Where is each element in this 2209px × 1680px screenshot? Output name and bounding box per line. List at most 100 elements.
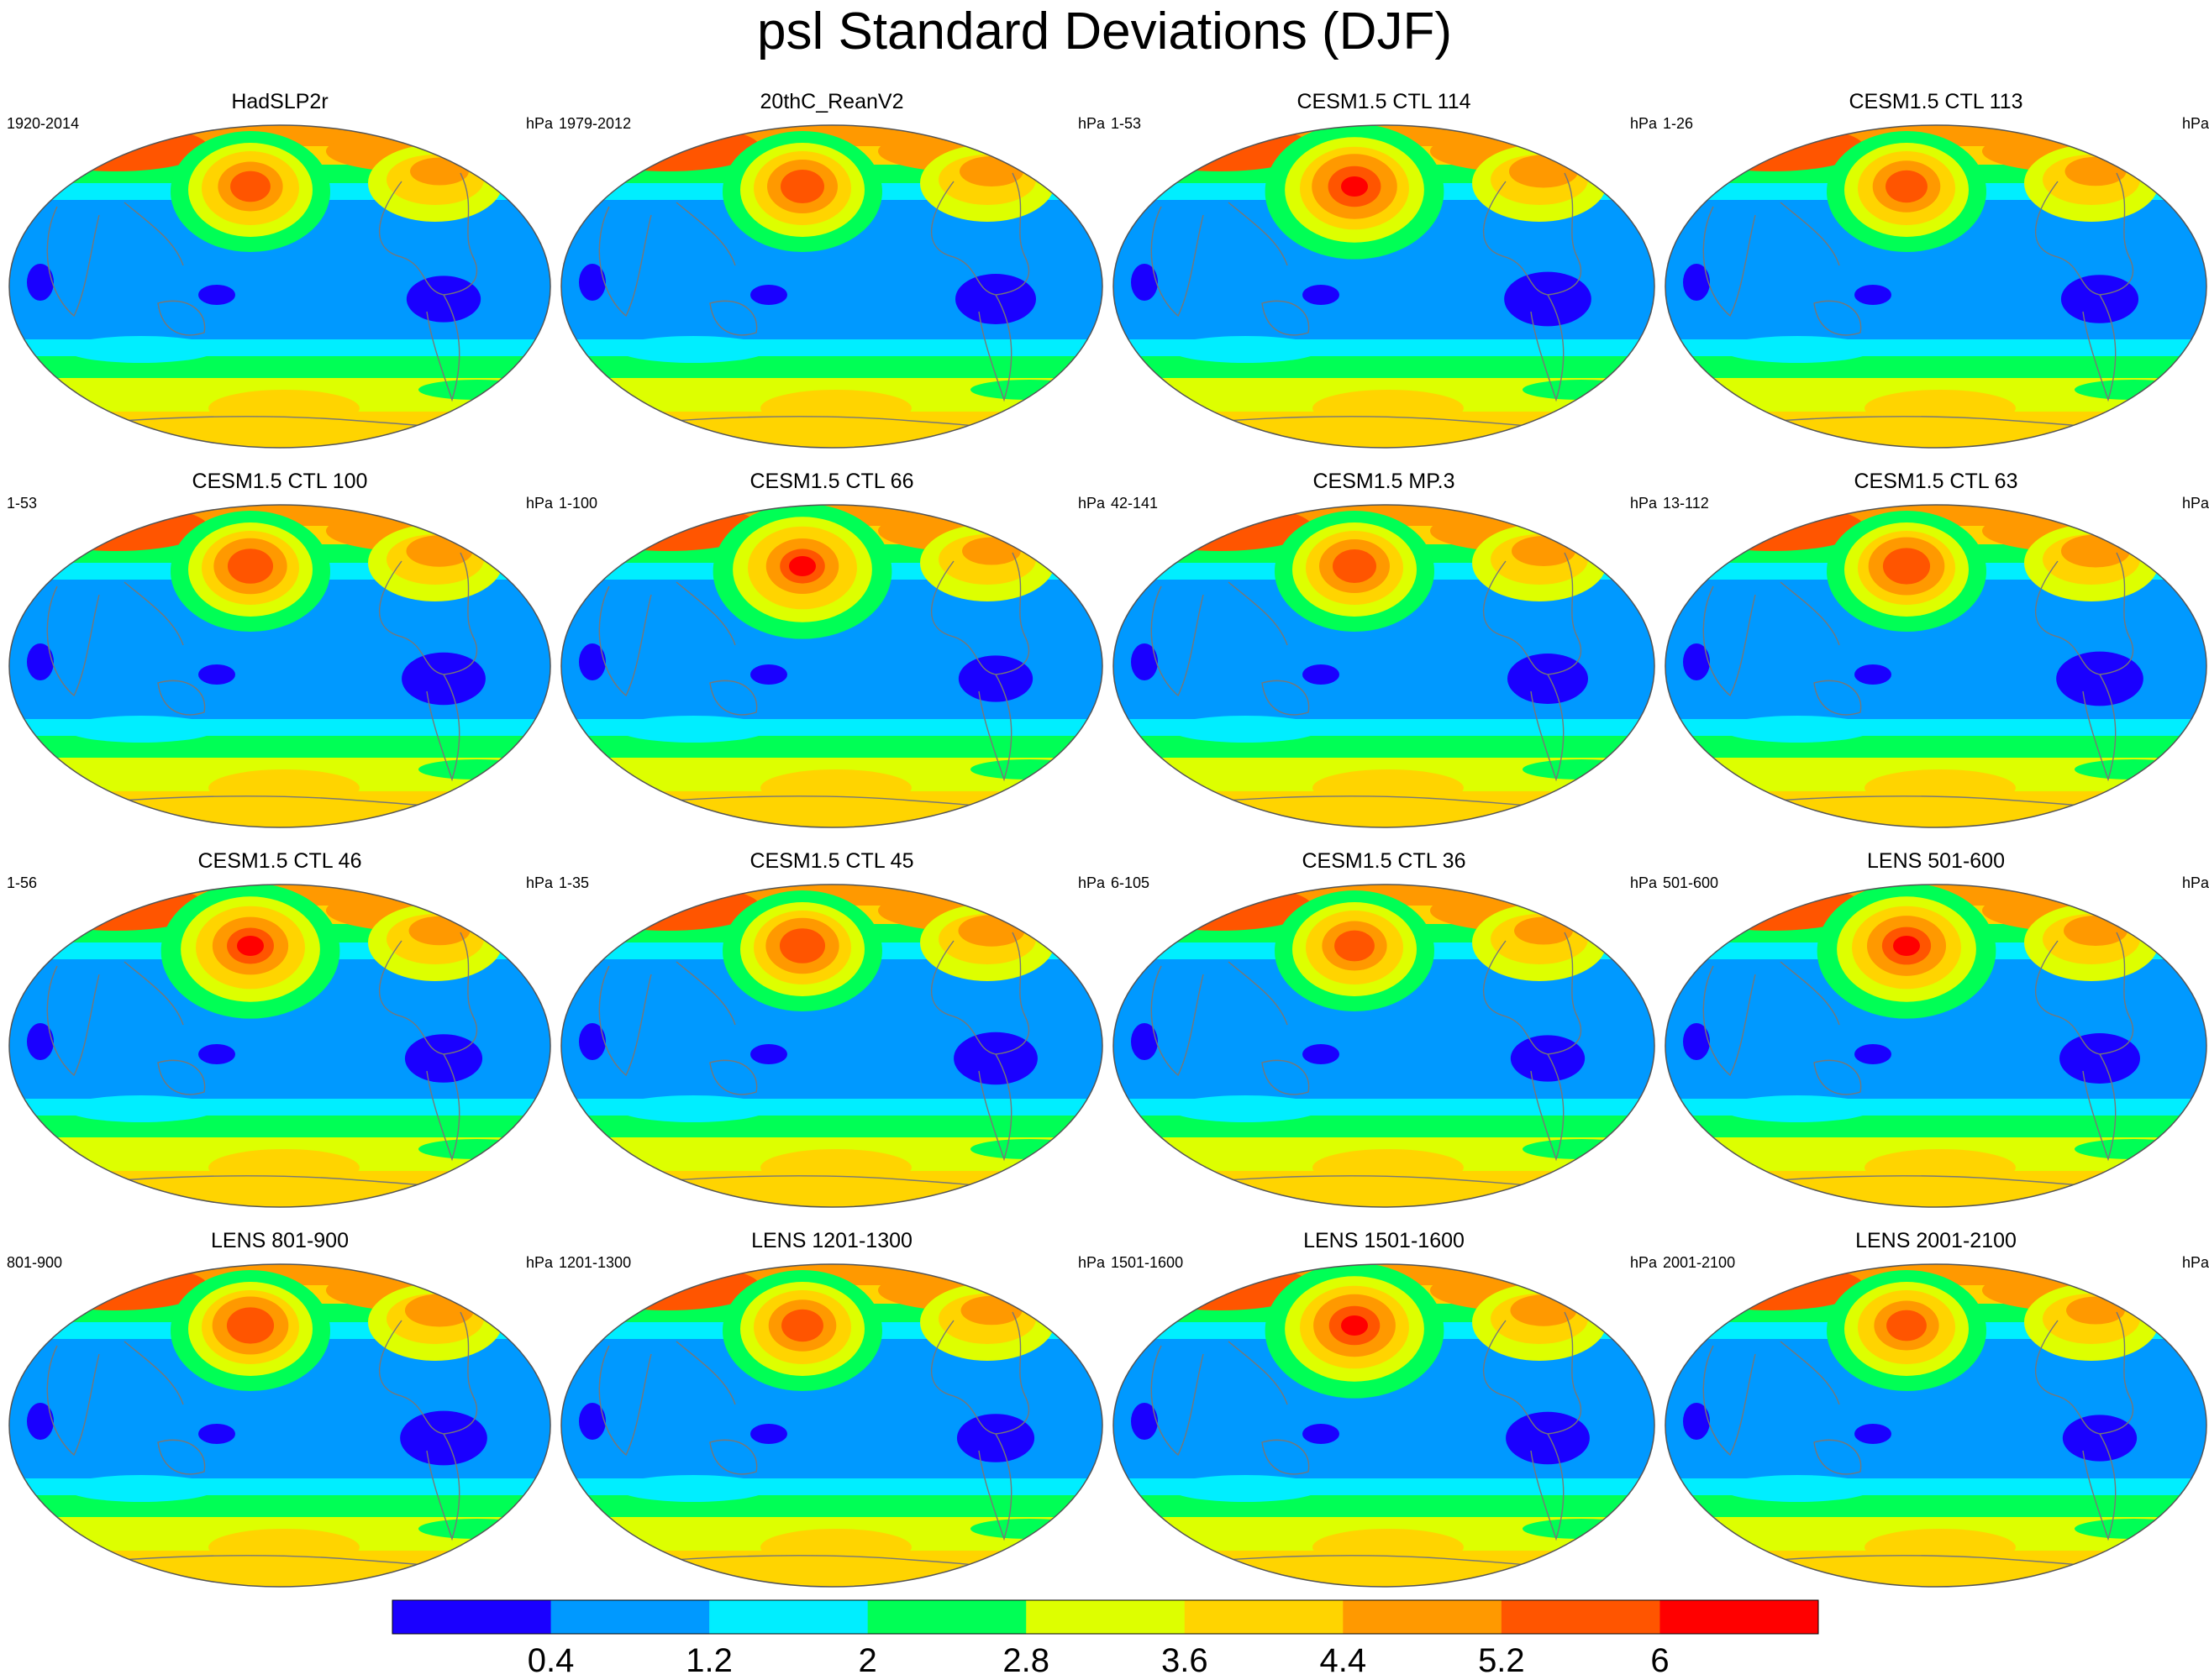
tropical-low-spot: [198, 285, 235, 305]
map-border: [1665, 504, 2207, 828]
panel-period-label: 1-35: [559, 874, 590, 891]
panel-title: LENS 501-600: [1866, 849, 2005, 873]
asia-coast-outline: [124, 581, 184, 646]
natlantic-core: [2064, 916, 2127, 946]
map-border: [8, 124, 551, 449]
southern-indian-band: [66, 336, 217, 363]
southern-indian-max: [1688, 761, 1822, 785]
americas-outline: [379, 172, 478, 296]
asia-coast-outline: [124, 1341, 184, 1405]
americas-outline: [931, 932, 1030, 1055]
colorbar-segment: [1659, 1600, 1819, 1634]
australia-outline: [709, 1059, 758, 1095]
americas-outline: [2035, 932, 2134, 1055]
southern-indian-band: [1170, 336, 1321, 363]
map-panel: LENS 1501-1600 1501-1600 hPa: [1111, 1228, 1657, 1589]
southern-indian-band: [66, 716, 217, 743]
southern-indian-band: [66, 1095, 217, 1122]
tropical-low-spot: [1854, 285, 1891, 305]
panel-units-label: hPa: [525, 115, 553, 132]
panel-period-label: 801-900: [7, 1254, 63, 1271]
map-border: [1112, 884, 1655, 1208]
band-south-mid: [1665, 356, 2206, 378]
africa-outline: [1150, 206, 1204, 318]
map-projection: [560, 1263, 1103, 1588]
africa-low: [1131, 1023, 1158, 1060]
americas-outline: [1483, 552, 1582, 675]
south-america-outline: [2082, 1053, 2117, 1162]
south-america-outline: [978, 294, 1012, 402]
americas-outline: [931, 1311, 1030, 1435]
americas-outline: [379, 932, 478, 1055]
southern-indian-max: [1136, 381, 1270, 405]
asia-coast-outline: [676, 202, 736, 266]
africa-low: [579, 643, 606, 680]
southern-indian-band: [618, 336, 769, 363]
map-border: [1665, 124, 2207, 449]
map-projection: [1665, 884, 2207, 1208]
colorbar-border: [392, 1599, 1819, 1635]
africa-low: [1683, 1023, 1710, 1060]
africa-low: [1131, 1403, 1158, 1440]
south-america-outline: [978, 1433, 1012, 1541]
south-america-outline: [1530, 1433, 1565, 1541]
band-south-mid: [1665, 1116, 2206, 1137]
colorbar-segment: [1184, 1600, 1344, 1634]
panel-units-label: hPa: [2181, 874, 2209, 891]
band-south-mid: [9, 736, 550, 758]
africa-low: [1683, 643, 1710, 680]
asia-coast-outline: [1228, 202, 1288, 266]
south-america-outline: [426, 1053, 460, 1162]
south-pacific-max: [208, 1529, 360, 1566]
australia-outline: [1261, 1059, 1310, 1095]
southern-indian-max: [1136, 1141, 1270, 1164]
panel-period-label: 42-141: [1111, 495, 1159, 512]
natlantic-core: [1508, 155, 1579, 188]
australia-outline: [157, 1059, 206, 1095]
colorbar-segment: [867, 1600, 1027, 1634]
map-border: [1112, 124, 1655, 449]
map-border: [8, 1263, 551, 1588]
panel-title: 20thC_ReanV2: [760, 90, 904, 113]
south-pacific-max: [208, 1149, 360, 1186]
asia-coast-outline: [1780, 1341, 1840, 1405]
colorbar-segment: [392, 1600, 552, 1634]
southern-indian-max: [584, 1520, 718, 1544]
natlantic-core: [2064, 156, 2127, 186]
australia-outline: [709, 300, 758, 336]
panel-period-label: 1-56: [7, 874, 38, 891]
map-panel: LENS 2001-2100 2001-2100 hPa: [1663, 1228, 2209, 1589]
americas-outline: [379, 552, 478, 675]
map-projection: [560, 884, 1103, 1208]
band-south-mid: [1113, 1495, 1654, 1517]
panel-units-label: hPa: [1077, 874, 1105, 891]
panel-units-label: hPa: [1629, 115, 1657, 132]
natlantic-core: [962, 537, 1021, 565]
panel-title: CESM1.5 CTL 45: [749, 849, 914, 873]
south-america-low: [2056, 651, 2143, 706]
south-america-low: [1510, 1035, 1586, 1082]
australia-outline: [1813, 300, 1862, 336]
map-border: [8, 504, 551, 828]
southern-indian-max: [1688, 1141, 1822, 1164]
south-america-outline: [426, 674, 460, 782]
npacific-core: [1886, 1310, 1927, 1341]
panel-period-label: 6-105: [1111, 874, 1150, 891]
asia-coast-outline: [1228, 581, 1288, 646]
southern-indian-band: [618, 716, 769, 743]
southern-indian-band: [1170, 716, 1321, 743]
south-pacific-max: [760, 1149, 912, 1186]
npacific-core: [779, 928, 826, 963]
africa-outline: [1150, 965, 1204, 1077]
map-panel: CESM1.5 CTL 46 1-56 hPa: [7, 848, 553, 1210]
southern-indian-max: [584, 381, 718, 405]
tropical-low-spot: [1302, 1044, 1339, 1064]
map-border: [1112, 504, 1655, 828]
panel-period-label: 1920-2014: [7, 115, 80, 132]
africa-outline: [1702, 585, 1756, 697]
panel-title: CESM1.5 CTL 66: [749, 470, 914, 493]
panel-period-label: 2001-2100: [1663, 1254, 1736, 1271]
south-america-outline: [1530, 294, 1565, 402]
africa-outline: [598, 1345, 652, 1457]
npacific-core: [1333, 549, 1376, 583]
